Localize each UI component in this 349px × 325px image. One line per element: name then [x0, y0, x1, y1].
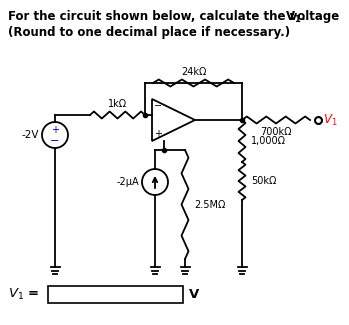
Text: −: −	[50, 136, 60, 146]
Text: -2V: -2V	[22, 130, 39, 140]
Text: 50kΩ: 50kΩ	[251, 176, 276, 186]
Text: $\mathbf{V_1}$.: $\mathbf{V_1}$.	[285, 10, 306, 25]
FancyBboxPatch shape	[48, 286, 183, 303]
Text: 2.5MΩ: 2.5MΩ	[194, 200, 225, 210]
Text: V: V	[189, 288, 199, 301]
Text: +: +	[51, 125, 59, 135]
Text: 1,000Ω: 1,000Ω	[251, 136, 286, 146]
Text: 1kΩ: 1kΩ	[108, 99, 127, 109]
Text: +: +	[154, 129, 162, 139]
Text: $V_1$: $V_1$	[323, 112, 337, 127]
Text: 700kΩ: 700kΩ	[260, 127, 292, 137]
Text: -2μA: -2μA	[116, 177, 139, 187]
Text: (Round to one decimal place if necessary.): (Round to one decimal place if necessary…	[8, 26, 290, 39]
Text: 24kΩ: 24kΩ	[181, 67, 206, 77]
Text: $V_1$ =: $V_1$ =	[8, 287, 39, 302]
Text: For the circuit shown below, calculate the voltage: For the circuit shown below, calculate t…	[8, 10, 343, 23]
Text: −: −	[154, 101, 162, 111]
